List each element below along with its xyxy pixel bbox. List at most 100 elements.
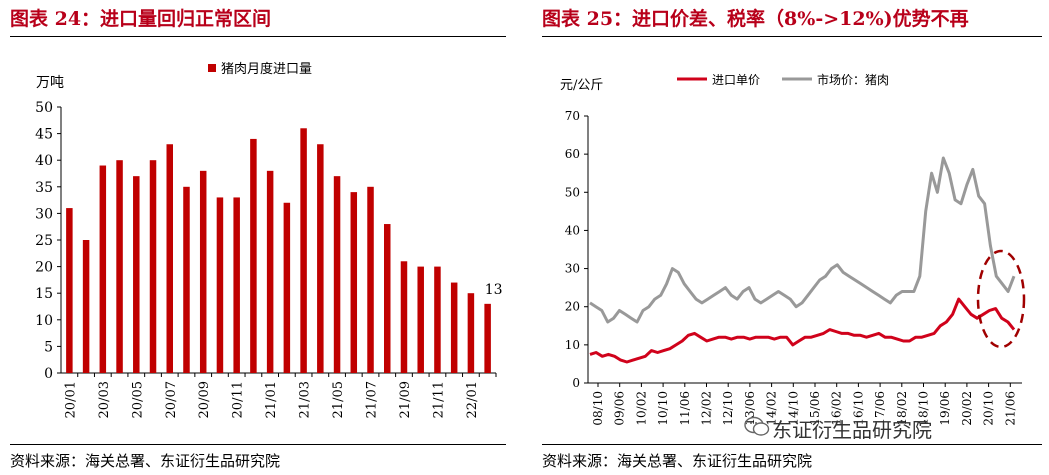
bar [350,192,358,373]
highlight-ellipse [976,249,1026,349]
x-tick-label: 21/03 [298,381,313,418]
y-tick-label: 50 [565,185,580,199]
x-tick-label: 21/05 [331,381,346,418]
y-tick-label: 50 [35,100,53,116]
x-tick-label: 12/02 [700,391,714,426]
bar [367,186,374,373]
y-tick-label: 40 [35,153,53,169]
right-chart-panel: 图表 25：进口价差、税率（8%->12%)优势不再 元/公斤 0 10 20 30 40… [532,0,1049,475]
bar [333,176,341,373]
bar [216,197,224,373]
bar [183,186,190,373]
x-tick-label: 20/02 [960,391,974,426]
legend-label: 市场价：猪肉 [817,72,889,87]
y-tick-label: 30 [565,262,580,276]
market-price-line [589,156,1016,324]
x-tick-label: 11/06 [678,391,692,426]
x-tick-label: 17/06 [873,391,887,426]
bar [467,293,475,373]
y-tick-label: 25 [35,233,53,249]
bar [166,144,173,373]
x-tick-label: 19/06 [938,391,952,426]
left-source-rule [10,444,506,445]
x-tick-label: 20/11 [231,381,246,418]
bar [283,202,291,373]
bar [116,160,123,373]
y-tick-label: 20 [565,300,580,314]
x-tick-label: 18/10 [917,391,931,426]
bar [199,170,207,373]
bar [266,170,274,373]
x-tick-label: 21/07 [365,381,380,418]
x-tick-label: 14/10 [786,391,800,426]
last-value-annotation: 13 [485,282,503,298]
x-tick-label: 21/11 [431,381,446,418]
legend-label: 猪肉月度进口量 [221,61,312,77]
left-chart-panel: 图表 24：进口量回归正常区间 万吨 0 5 10 15 20 25 30 35 40 45 50 20… [0,0,512,475]
x-tick-label: 22/01 [465,381,480,418]
bar [82,240,90,373]
bar [133,176,140,373]
y-tick-label: 15 [35,286,53,302]
left-source-note: 资料来源：海关总署、东证衍生品研究院 [10,452,281,470]
right-title-rule [542,36,1042,37]
x-tick-label: 09/06 [613,391,627,426]
bar [317,144,324,373]
y-tick-label: 10 [565,338,580,352]
bar [434,266,441,373]
x-tick-label: 16/10 [851,391,865,426]
x-tick-label: 10/02 [634,391,648,426]
y-tick-label: 0 [572,376,580,390]
bar [250,138,257,373]
bar [450,282,458,373]
y-tick-label: 70 [565,109,580,123]
x-tick-label: 21/09 [398,381,413,418]
y-tick-label: 5 [44,339,53,355]
bar [484,303,491,373]
bar [400,261,408,373]
y-axis-unit: 万吨 [36,75,64,91]
x-tick-label: 18/02 [895,391,909,426]
x-tick-label: 20/09 [197,381,212,418]
right-chart-title: 图表 25：进口价差、税率（8%->12%)优势不再 [542,8,969,30]
bar [149,160,157,373]
y-tick-label: 10 [35,313,53,329]
x-tick-label: 10/10 [656,391,670,426]
bar [99,165,107,373]
left-bar-chart: 万吨 0 5 10 15 20 25 30 35 40 45 50 20/01 20/03 20/05 20/… [35,61,503,418]
x-tick-label: 12/10 [721,391,735,426]
x-tick-label: 14/02 [765,391,779,426]
x-tick-label: 20/05 [130,381,145,418]
left-chart-title: 图表 24：进口量回归正常区间 [10,8,272,30]
right-source-note: 资料来源：海关总署、东证衍生品研究院 [542,452,813,470]
bar [300,128,307,373]
bar [384,224,391,373]
watermark-text: 东证衍生品研究院 [772,418,932,442]
x-tick-label: 08/10 [591,391,605,426]
bar [66,208,73,373]
left-title-rule [10,36,506,37]
x-tick-label: 21/06 [1003,391,1017,426]
y-tick-label: 40 [565,223,580,237]
bar [233,197,240,373]
y-tick-label: 20 [35,260,53,276]
y-tick-label: 45 [35,127,53,143]
x-tick-label: 20/01 [63,381,78,418]
x-tick-label: 15/06 [808,391,822,426]
x-tick-label: 20/10 [982,391,996,426]
y-axis-unit: 元/公斤 [560,78,603,93]
y-tick-label: 30 [35,206,53,222]
x-tick-label: 20/03 [97,381,112,418]
x-tick-label: 20/07 [164,381,179,418]
import-price-line [589,297,1016,364]
right-source-rule [542,444,1042,445]
y-tick-label: 60 [565,147,580,161]
y-tick-label: 35 [35,180,53,196]
x-tick-label: 21/01 [264,381,279,418]
wechat-icon [744,416,770,436]
bar [417,266,424,373]
legend-label: 进口单价 [712,73,760,87]
y-tick-label: 0 [44,366,53,382]
x-tick-label: 16/02 [830,391,844,426]
legend-swatch [208,64,216,72]
